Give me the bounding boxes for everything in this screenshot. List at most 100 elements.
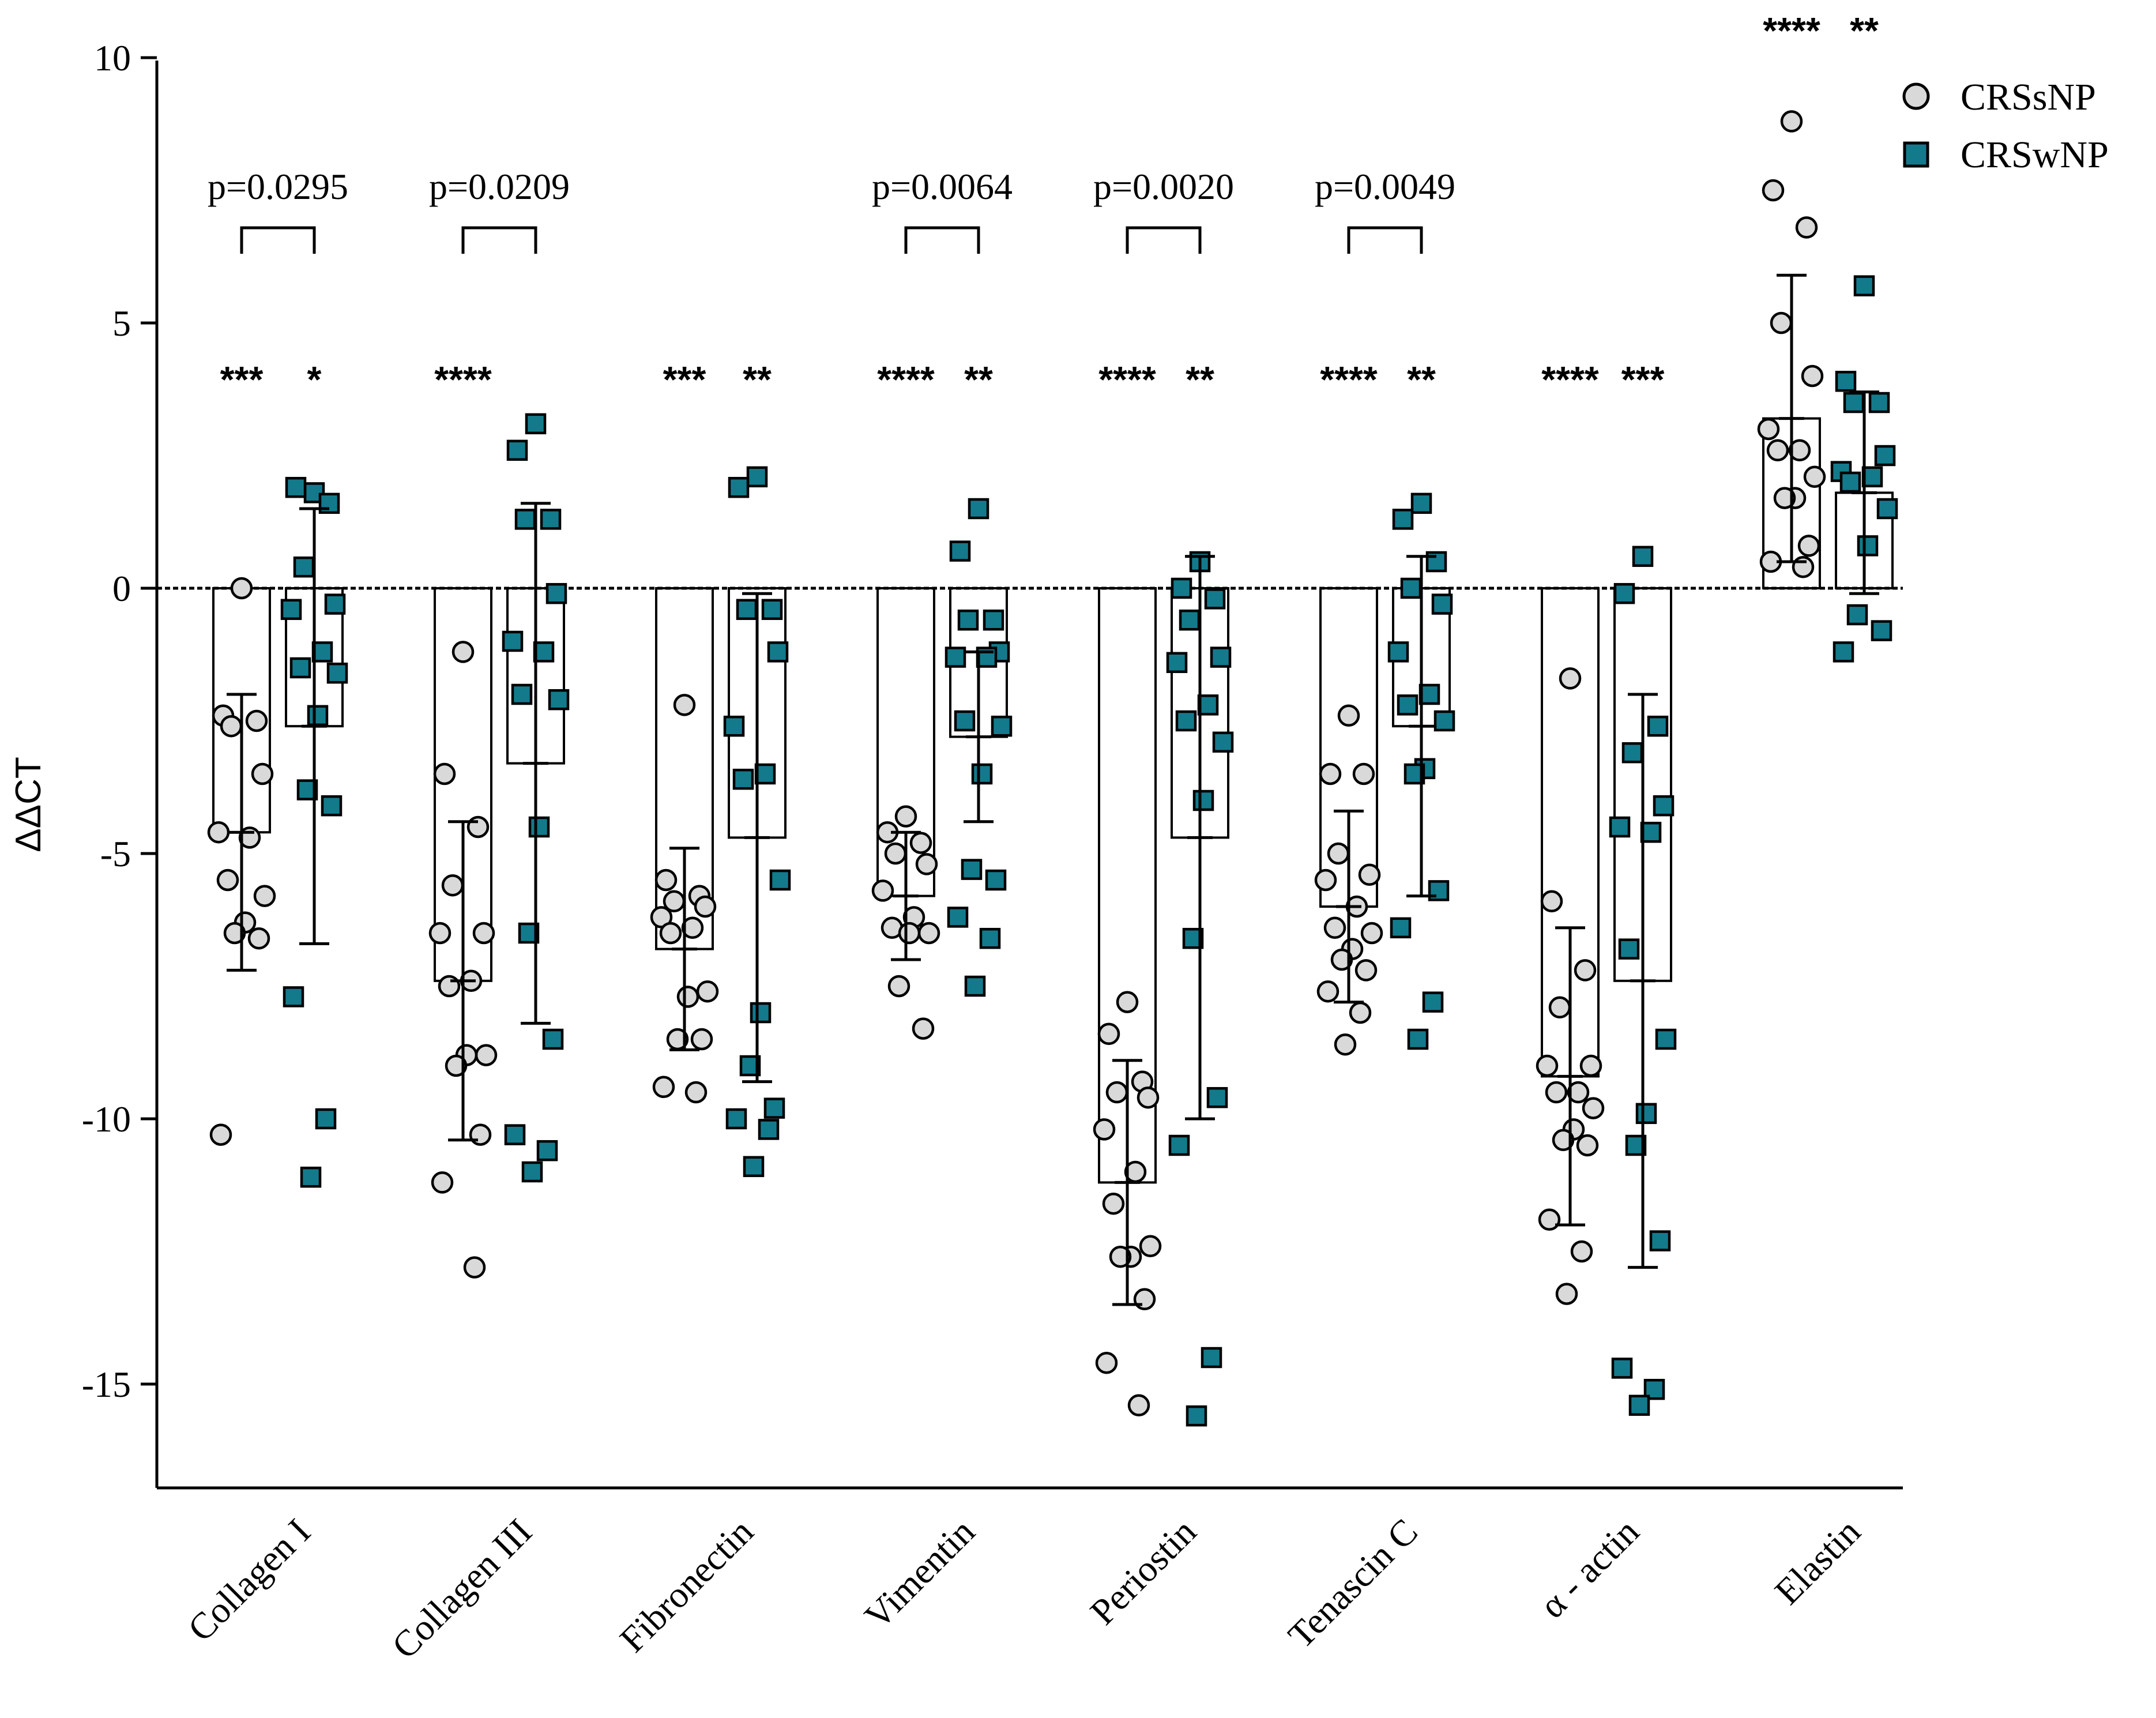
x-tick-label-tenascin-c: Tenascin C: [1280, 1511, 1425, 1656]
point-crswnp-tenascin-c-4: [1431, 593, 1453, 615]
point-crssnp-vimentin-9: [898, 922, 921, 945]
point-crswnp-collagen-iii-4: [545, 582, 567, 604]
point-crswnp-collagen-iii-5: [502, 630, 524, 652]
point-crswnp-vimentin-11: [985, 869, 1007, 891]
point-crssnp-collagen-iii-5: [428, 922, 451, 945]
point-crssnp-fibronectin-11: [690, 1028, 713, 1051]
significance-crswnp-fibronectin: **: [743, 359, 772, 400]
point-crssnp-fibronectin-6: [681, 916, 704, 939]
y-tick-label-1: 5: [112, 303, 131, 344]
point-crswnp-fibronectin-8: [769, 869, 791, 891]
point-crswnp-fibronectin-1: [728, 476, 750, 498]
point-crswnp-actin-13: [1643, 1378, 1665, 1400]
point-crssnp-vimentin-3: [884, 842, 907, 865]
point-crssnp-periostin-11: [1133, 1288, 1156, 1311]
point-crswnp-fibronectin-7: [732, 768, 754, 790]
point-crssnp-elastin-11: [1797, 535, 1820, 557]
point-crssnp-collagen-iii-12: [431, 1171, 454, 1194]
point-crswnp-actin-2: [1647, 715, 1669, 737]
legend-marker-crswnp: [1903, 141, 1929, 168]
point-crssnp-actin-10: [1552, 1129, 1575, 1152]
significance-crssnp-elastin: ****: [1763, 10, 1820, 51]
point-crswnp-collagen-i-14: [300, 1166, 322, 1188]
point-crswnp-actin-1: [1613, 582, 1635, 604]
point-crswnp-vimentin-1: [949, 540, 971, 562]
point-crswnp-periostin-13: [1201, 1347, 1222, 1369]
point-crssnp-actin-14: [1555, 1283, 1578, 1305]
point-crswnp-periostin-12: [1168, 1134, 1190, 1156]
point-crswnp-periostin-5: [1166, 652, 1188, 674]
point-crswnp-collagen-i-8: [326, 662, 348, 684]
legend-label-crssnp: CRSsNP: [1961, 76, 2096, 118]
point-crswnp-collagen-i-3: [293, 556, 315, 578]
comparison-bracket-periostin: [1126, 226, 1202, 254]
point-crssnp-elastin-3: [1770, 311, 1793, 334]
point-crssnp-periostin-1: [1097, 1022, 1120, 1046]
point-crswnp-elastin-12: [1833, 641, 1854, 663]
significance-crssnp-collagen-i: ***: [220, 359, 264, 400]
point-crssnp-collagen-i-3: [220, 715, 243, 738]
point-crswnp-vimentin-7: [954, 710, 976, 732]
point-crswnp-actin-5: [1609, 816, 1631, 838]
point-crssnp-actin-7: [1545, 1081, 1568, 1104]
point-crssnp-actin-13: [1570, 1240, 1593, 1263]
point-crssnp-collagen-iii-2: [466, 815, 490, 839]
point-crswnp-fibronectin-11: [763, 1097, 785, 1119]
point-crswnp-collagen-iii-14: [521, 1161, 543, 1183]
point-crssnp-actin-2: [1574, 959, 1597, 982]
point-crswnp-actin-8: [1655, 1028, 1677, 1050]
point-crswnp-collagen-iii-7: [511, 683, 533, 705]
point-crswnp-tenascin-c-12: [1390, 917, 1412, 939]
point-crswnp-vimentin-2: [983, 609, 1004, 631]
point-crswnp-periostin-6: [1197, 694, 1219, 716]
point-crswnp-actin-0: [1632, 546, 1654, 567]
point-crswnp-periostin-14: [1186, 1405, 1207, 1427]
point-crswnp-periostin-7: [1175, 710, 1197, 732]
point-crssnp-vimentin-2: [909, 832, 932, 854]
significance-crswnp-tenascin-c: **: [1407, 359, 1436, 400]
point-crssnp-vimentin-8: [917, 922, 940, 945]
point-crswnp-vimentin-14: [964, 975, 986, 997]
point-crswnp-fibronectin-14: [743, 1156, 765, 1178]
point-crswnp-fibronectin-5: [723, 715, 745, 737]
point-crswnp-actin-14: [1628, 1394, 1650, 1416]
point-crssnp-vimentin-5: [871, 879, 894, 902]
point-crswnp-collagen-iii-13: [536, 1140, 558, 1161]
significance-crswnp-elastin: **: [1850, 10, 1879, 51]
point-crswnp-collagen-iii-6: [533, 641, 555, 663]
point-crswnp-fibronectin-6: [754, 763, 776, 785]
point-crswnp-periostin-1: [1171, 577, 1192, 599]
point-crssnp-collagen-i-0: [230, 577, 253, 600]
point-crssnp-collagen-iii-7: [438, 975, 461, 998]
point-crswnp-collagen-iii-8: [548, 689, 570, 710]
point-crswnp-collagen-i-13: [315, 1108, 337, 1130]
point-crssnp-elastin-8: [1803, 465, 1826, 488]
point-crswnp-tenascin-c-7: [1397, 694, 1418, 716]
x-tick-label-fibronectin: Fibronectin: [612, 1511, 761, 1660]
x-tick-label-collagen-iii: Collagen III: [384, 1511, 540, 1667]
point-crswnp-actin-12: [1611, 1358, 1633, 1379]
legend: CRSsNP CRSwNP: [1902, 76, 2109, 176]
point-crswnp-fibronectin-0: [746, 466, 768, 488]
point-crswnp-elastin-8: [1876, 498, 1898, 520]
point-crswnp-vimentin-10: [961, 859, 983, 880]
point-crswnp-tenascin-c-5: [1387, 641, 1409, 663]
point-crswnp-fibronectin-12: [725, 1108, 747, 1130]
point-crssnp-collagen-iii-11: [469, 1123, 492, 1146]
point-crswnp-elastin-9: [1857, 535, 1879, 557]
point-crswnp-actin-11: [1649, 1230, 1671, 1251]
point-crswnp-elastin-6: [1861, 466, 1883, 488]
point-crssnp-fibronectin-8: [696, 980, 719, 1003]
point-crswnp-collagen-i-6: [311, 641, 333, 663]
point-crswnp-collagen-i-4: [324, 593, 346, 615]
point-crssnp-elastin-10: [1773, 487, 1796, 509]
point-crssnp-collagen-i-11: [247, 927, 270, 950]
point-crssnp-fibronectin-1: [654, 869, 678, 892]
point-crswnp-elastin-10: [1846, 604, 1868, 626]
point-crswnp-periostin-9: [1192, 790, 1214, 811]
point-crssnp-actin-11: [1576, 1134, 1599, 1157]
point-crswnp-fibronectin-2: [761, 599, 783, 621]
point-crswnp-tenascin-c-6: [1418, 683, 1440, 705]
significance-crswnp-actin: ***: [1621, 359, 1665, 400]
point-crssnp-periostin-0: [1116, 991, 1139, 1013]
